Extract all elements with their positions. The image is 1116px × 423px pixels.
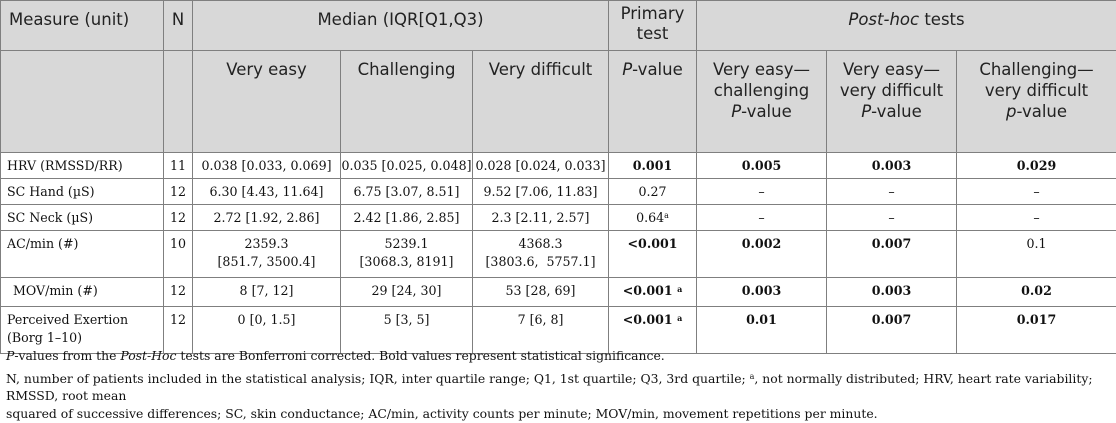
- row-ph1: –: [697, 179, 827, 205]
- header-row-1: Measure (unit) N Median (IQR[Q1,Q3) Prim…: [1, 1, 1116, 51]
- table-footnotes: P-values from the Post-Hoc tests are Bon…: [6, 347, 1106, 423]
- row-very-easy: 8 [7, 12]: [193, 278, 341, 307]
- row-ph3: –: [957, 205, 1116, 231]
- row-very-easy: 6.30 [4.43, 11.64]: [193, 179, 341, 205]
- header-blank-2: [164, 51, 193, 153]
- header-blank-1: [1, 51, 164, 153]
- table-row: SC Neck (µS) 12 2.72 [1.92, 2.86] 2.42 […: [1, 205, 1116, 231]
- row-ph1: 0.003: [697, 278, 827, 307]
- header-posthoc: Post-hoc tests: [697, 1, 1116, 51]
- row-ph2: 0.003: [827, 153, 957, 179]
- row-challenging: 5239.1[3068.3, 8191]: [341, 231, 473, 278]
- row-ph2: 0.007: [827, 231, 957, 278]
- row-very-difficult: 4368.3[3803.6, 5757.1]: [473, 231, 609, 278]
- row-primary-p: 0.64a: [609, 205, 697, 231]
- header-very-easy: Very easy: [193, 51, 341, 153]
- row-ph2: 0.003: [827, 278, 957, 307]
- row-ph3: 0.1: [957, 231, 1116, 278]
- row-challenging: 29 [24, 30]: [341, 278, 473, 307]
- table-row: MOV/min (#) 12 8 [7, 12] 29 [24, 30] 53 …: [1, 278, 1116, 307]
- row-very-easy: 2.72 [1.92, 2.86]: [193, 205, 341, 231]
- header-median: Median (IQR[Q1,Q3): [193, 1, 609, 51]
- results-table: Measure (unit) N Median (IQR[Q1,Q3) Prim…: [0, 0, 1116, 354]
- row-very-easy: 0.038 [0.033, 0.069]: [193, 153, 341, 179]
- row-ph2: –: [827, 205, 957, 231]
- footnote-bonferroni: P-values from the Post-Hoc tests are Bon…: [6, 347, 1106, 365]
- row-measure: AC/min (#): [1, 231, 164, 278]
- footnote-marker: a: [677, 284, 682, 294]
- row-very-easy: 2359.3[851.7, 3500.4]: [193, 231, 341, 278]
- row-measure: SC Neck (µS): [1, 205, 164, 231]
- row-very-difficult: 53 [28, 69]: [473, 278, 609, 307]
- footnote-marker: a: [677, 313, 682, 323]
- row-very-difficult: 9.52 [7.06, 11.83]: [473, 179, 609, 205]
- row-ph3: –: [957, 179, 1116, 205]
- row-n: 11: [164, 153, 193, 179]
- row-ph1: 0.002: [697, 231, 827, 278]
- table-row: HRV (RMSSD/RR) 11 0.038 [0.033, 0.069] 0…: [1, 153, 1116, 179]
- row-very-difficult: 0.028 [0.024, 0.033]: [473, 153, 609, 179]
- row-measure: MOV/min (#): [1, 278, 164, 307]
- header-row-2: Very easy Challenging Very difficult P-v…: [1, 51, 1116, 153]
- row-ph1: 0.005: [697, 153, 827, 179]
- row-n: 12: [164, 205, 193, 231]
- row-ph3: 0.02: [957, 278, 1116, 307]
- row-primary-p: 0.27: [609, 179, 697, 205]
- row-challenging: 2.42 [1.86, 2.85]: [341, 205, 473, 231]
- footnote-abbreviations: N, number of patients included in the st…: [6, 370, 1106, 423]
- row-n: 10: [164, 231, 193, 278]
- table-row: SC Hand (µS) 12 6.30 [4.43, 11.64] 6.75 …: [1, 179, 1116, 205]
- row-challenging: 6.75 [3.07, 8.51]: [341, 179, 473, 205]
- row-ph2: –: [827, 179, 957, 205]
- row-ph3: 0.029: [957, 153, 1116, 179]
- row-measure: SC Hand (µS): [1, 179, 164, 205]
- row-primary-p: 0.001: [609, 153, 697, 179]
- header-measure: Measure (unit): [1, 1, 164, 51]
- row-primary-p: <0.001: [609, 231, 697, 278]
- table-row: AC/min (#) 10 2359.3[851.7, 3500.4] 5239…: [1, 231, 1116, 278]
- row-primary-p: <0.001 a: [609, 278, 697, 307]
- header-challenging: Challenging: [341, 51, 473, 153]
- row-challenging: 0.035 [0.025, 0.048]: [341, 153, 473, 179]
- header-p-value: P-value: [609, 51, 697, 153]
- header-n: N: [164, 1, 193, 51]
- footnote-marker: a: [664, 211, 669, 220]
- header-very-difficult: Very difficult: [473, 51, 609, 153]
- row-measure: HRV (RMSSD/RR): [1, 153, 164, 179]
- row-n: 12: [164, 278, 193, 307]
- row-very-difficult: 2.3 [2.11, 2.57]: [473, 205, 609, 231]
- row-ph1: –: [697, 205, 827, 231]
- row-n: 12: [164, 179, 193, 205]
